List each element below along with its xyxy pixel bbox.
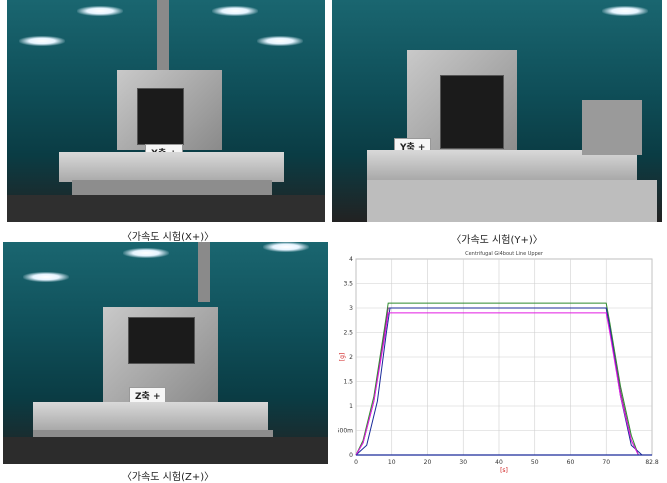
series-line-3 xyxy=(355,307,643,456)
x-tick-label: 82.8 xyxy=(645,459,659,466)
x-axis-label: [s] xyxy=(500,467,508,474)
test-unit xyxy=(440,75,504,149)
overhead-arm xyxy=(157,0,169,75)
x-tick-label: 10 xyxy=(388,459,396,466)
x-tick-label: 30 xyxy=(459,459,467,466)
test-table xyxy=(59,152,284,182)
photo-x-caption: 〈가속도 시험(X+)〉 xyxy=(121,232,215,243)
table-rail xyxy=(367,180,657,222)
x-tick-label: 0 xyxy=(354,459,358,466)
x-tick-label: 70 xyxy=(602,459,610,466)
photo-x-test: X축 + xyxy=(7,0,325,222)
series-line-4 xyxy=(355,312,639,456)
photo-z-test: Z축 + xyxy=(3,242,328,464)
ceiling-light xyxy=(257,36,303,46)
x-tick-label: 50 xyxy=(531,459,539,466)
y-tick-label: 4 xyxy=(349,256,353,263)
y-tick-label: 500m xyxy=(338,428,353,435)
floor xyxy=(3,437,328,464)
floor xyxy=(7,195,325,222)
ceiling-light xyxy=(19,36,65,46)
chart-title: Centrifugal Gi4bout Line Upper xyxy=(465,251,544,257)
x-tick-label: 60 xyxy=(567,459,575,466)
y-tick-label: 1 xyxy=(349,403,353,410)
photo-y-caption: 〈가속도 시험(Y+)〉 xyxy=(451,235,543,246)
x-tick-label: 40 xyxy=(495,459,503,466)
acceleration-chart: 0 10 20 30 40 50 60 70 82.8 0 500m 1 1.5 2 2.5 3 3.5 4 Cen… xyxy=(336,251,659,474)
camera-rig xyxy=(582,100,642,155)
test-unit xyxy=(128,317,195,364)
y-tick-label: 3.5 xyxy=(343,281,353,288)
ceiling-light xyxy=(212,6,258,16)
y-tick-label: 0 xyxy=(349,452,353,459)
y-tick-label: 2.5 xyxy=(343,330,353,337)
ceiling-light xyxy=(123,248,169,258)
y-axis-label: [g] xyxy=(339,353,346,362)
ceiling-light xyxy=(602,6,648,16)
test-table xyxy=(33,402,268,430)
test-unit xyxy=(137,88,184,145)
y-tick-label: 2 xyxy=(349,354,353,361)
photo-y-test: Y축 + xyxy=(332,0,662,222)
series-line-1 xyxy=(355,302,639,456)
ceiling-light xyxy=(263,242,309,252)
test-table xyxy=(367,150,637,180)
x-tick-label: 20 xyxy=(424,459,432,466)
overhead-arm xyxy=(198,242,210,302)
y-tick-label: 1.5 xyxy=(343,379,353,386)
photo-z-caption: 〈가속도 시험(Z+)〉 xyxy=(121,472,215,483)
ceiling-light xyxy=(23,272,69,282)
ceiling-light xyxy=(77,6,123,16)
y-tick-label: 3 xyxy=(349,305,353,312)
chart-panel: 0 10 20 30 40 50 60 70 82.8 0 500m 1 1.5 2 2.5 3 3.5 4 Cen… xyxy=(336,245,662,475)
